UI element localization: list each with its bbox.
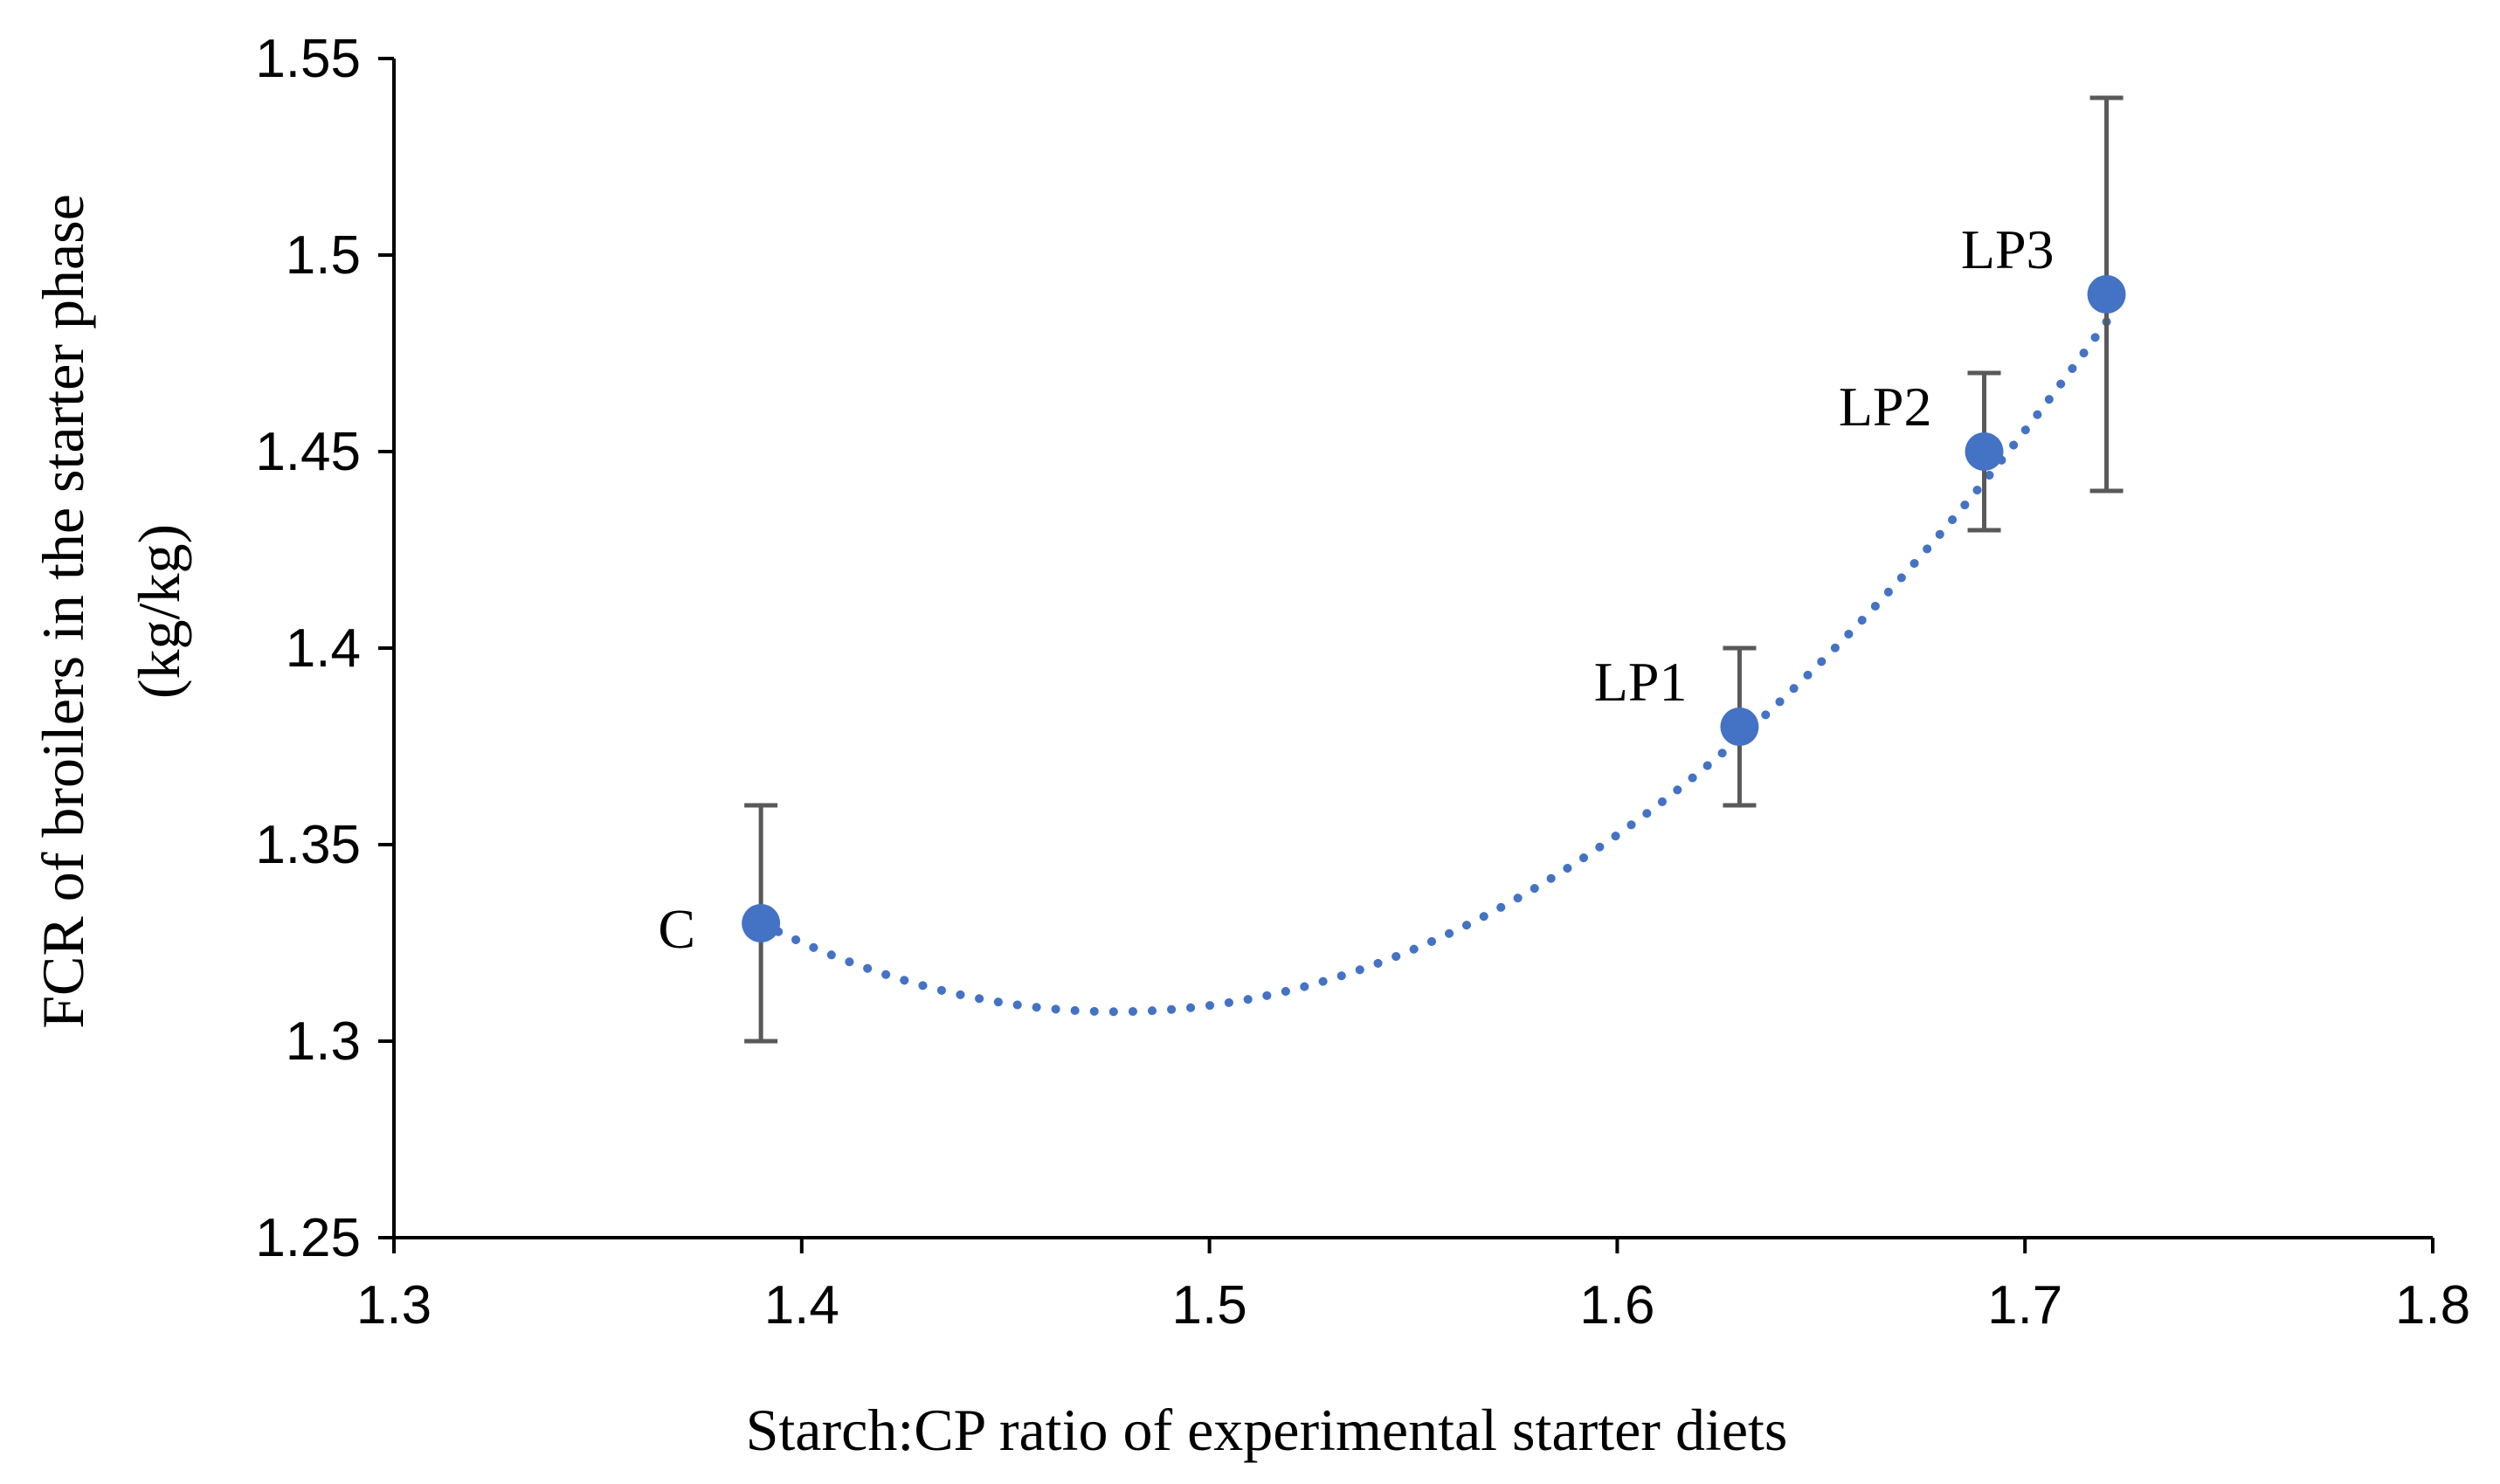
data-point-lp2: [1965, 432, 2004, 471]
axis-ticks: 1.3 1.4 1.5 1.6 1.7 1.8 1.25 1.3 1.35 1.4 1.45 1.5 1…: [255, 29, 2470, 1336]
point-labels: C LP1 LP2 LP3: [658, 218, 2054, 960]
trendline-group: [756, 317, 2111, 1017]
x-tick-label: 1.7: [1987, 1275, 2062, 1336]
y-axis-title-line-2: (kg/kg): [126, 524, 192, 699]
y-tick-label: 1.55: [255, 29, 361, 89]
data-point-c: [742, 904, 781, 942]
y-tick-label: 1.5: [286, 225, 361, 286]
y-tick-label: 1.35: [255, 815, 361, 875]
point-label-lp3: LP3: [1961, 218, 2055, 280]
y-tick-label: 1.25: [255, 1208, 361, 1268]
y-tick-label: 1.4: [286, 618, 361, 679]
x-tick-label: 1.6: [1579, 1275, 1654, 1336]
data-point-lp3: [2087, 275, 2126, 314]
point-label-c: C: [658, 898, 695, 960]
x-axis-title: Starch:CP ratio of experimental starter …: [746, 1397, 1788, 1463]
trendline: [756, 317, 2111, 1017]
axes: [392, 59, 2433, 1239]
x-tick-label: 1.4: [764, 1275, 839, 1336]
x-tick-label: 1.8: [2395, 1275, 2470, 1336]
data-markers: [742, 275, 2126, 942]
data-point-lp1: [1720, 707, 1759, 746]
error-bars: [744, 95, 2124, 1044]
x-tick-label: 1.5: [1171, 1275, 1247, 1336]
point-label-lp1: LP1: [1594, 651, 1688, 713]
y-axis-title-line-1: FCR of broilers in the starter phase: [30, 194, 96, 1029]
x-tick-label: 1.3: [356, 1275, 432, 1336]
point-label-lp2: LP2: [1839, 376, 1932, 438]
y-tick-label: 1.45: [255, 422, 361, 482]
y-tick-label: 1.3: [286, 1011, 361, 1072]
